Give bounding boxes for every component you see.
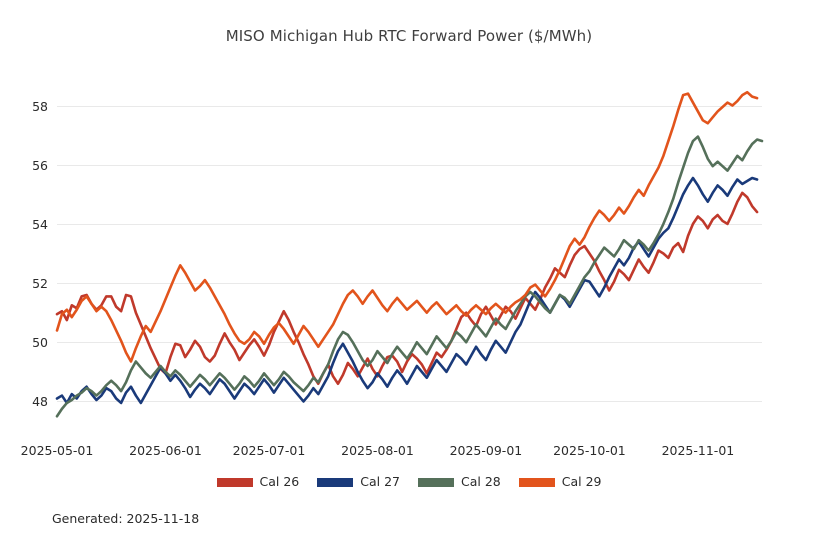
legend-label: Cal 29 [561,474,602,489]
x-axis-tick-label: 2025-10-01 [553,443,626,458]
legend-swatch-icon [518,477,555,487]
legend-item-cal-28[interactable]: Cal 28 [418,474,501,489]
x-axis-tick-label: 2025-08-01 [341,443,414,458]
x-axis-tick-label: 2025-06-01 [129,443,202,458]
y-axis-tick-label: 48 [32,394,48,409]
x-axis-tick-labels: 2025-05-01 2025-06-01 2025-07-01 2025-08-01… [21,443,735,458]
y-axis-tick-label: 58 [32,99,48,114]
series-line-cal-29 [55,90,759,363]
legend-label: Cal 26 [259,474,300,489]
x-axis-tick-label: 2025-07-01 [233,443,306,458]
x-axis-tick-label: 2025-11-01 [662,443,735,458]
y-axis-tick-label: 54 [32,217,48,232]
y-axis-tick-label: 52 [32,276,48,291]
y-axis-tick-label: 56 [32,158,48,173]
x-axis-tick-label: 2025-09-01 [450,443,523,458]
legend-item-cal-27[interactable]: Cal 27 [317,474,400,489]
y-axis-tick-labels: 48 50 52 54 56 58 [32,99,48,409]
legend-swatch-icon [418,477,454,487]
page-title: MISO Michigan Hub RTC Forward Power ($/M… [225,27,593,45]
gridlines [57,106,762,402]
series-line-cal-27 [55,176,759,405]
x-axis-tick-label: 2025-05-01 [21,443,94,458]
legend-item-cal-26[interactable]: Cal 26 [216,474,300,489]
chart-legend: Cal 26 Cal 27 Cal 28 Cal 29 [0,474,818,489]
legend-label: Cal 28 [461,474,501,489]
legend-item-cal-29[interactable]: Cal 29 [518,474,602,489]
generated-timestamp: Generated: 2025-11-18 [52,511,200,526]
series-lines [55,90,764,418]
line-chart-plot: 48 50 52 54 56 58 2025-05-01 2025-06-01 2025-07… [21,90,764,458]
series-line-cal-28 [55,135,764,418]
series-line-cal-26 [55,191,759,386]
legend-swatch-icon [216,477,253,487]
y-axis-tick-label: 50 [32,335,48,350]
legend-label: Cal 27 [360,474,400,489]
legend-swatch-icon [317,477,354,487]
